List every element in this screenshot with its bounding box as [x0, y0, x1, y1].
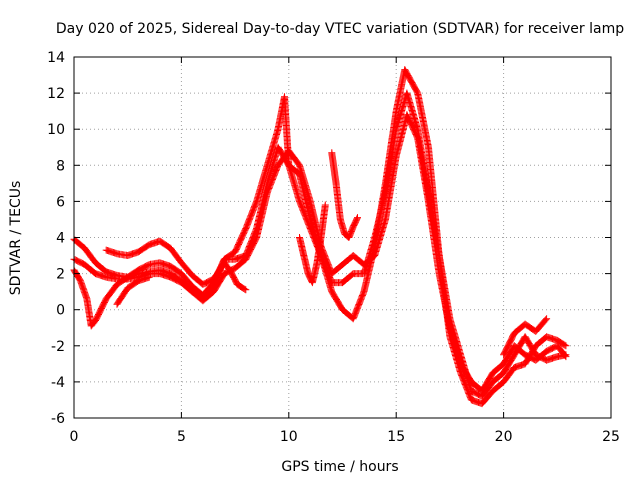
- data-point: [562, 342, 570, 350]
- y-tick-label: -6: [51, 411, 65, 427]
- y-tick-label: 10: [47, 122, 65, 138]
- data-points: [70, 66, 570, 408]
- y-tick-label: 12: [47, 86, 65, 102]
- x-tick-label: 5: [177, 429, 186, 445]
- grid-lines: [74, 57, 611, 418]
- data-point: [542, 316, 550, 324]
- y-tick-label: 4: [56, 231, 65, 247]
- y-axis-label: SDTVAR / TECUs: [8, 181, 24, 296]
- series-track-e: [113, 273, 153, 308]
- x-tick-label: 15: [387, 429, 405, 445]
- series-track-h: [500, 315, 551, 359]
- y-tick-label: -2: [51, 339, 65, 355]
- y-tick-label: 14: [47, 50, 65, 66]
- data-point: [242, 286, 250, 294]
- data-point: [561, 341, 569, 349]
- data-point: [562, 351, 570, 359]
- tick-marks: [73, 56, 612, 419]
- y-tick-label: 2: [56, 267, 65, 283]
- series-track-d: [102, 237, 250, 294]
- x-tick-label: 10: [280, 429, 298, 445]
- y-tick-label: -4: [51, 375, 65, 391]
- x-tick-label: 0: [70, 429, 79, 445]
- data-point: [145, 273, 153, 281]
- y-tick-labels: -6 -4 -2 0 2 4 6 8 10 12 14: [47, 50, 65, 427]
- x-tick-labels: 0 5 10 15 20 25: [70, 429, 620, 445]
- data-point: [543, 315, 551, 323]
- x-axis-label: GPS time / hours: [281, 459, 398, 475]
- chart-title: Day 020 of 2025, Sidereal Day-to-day VTE…: [56, 21, 624, 37]
- data-point: [354, 214, 361, 222]
- data-point: [241, 285, 249, 293]
- y-tick-label: 6: [56, 194, 65, 210]
- data-point: [321, 201, 329, 209]
- y-tick-label: 0: [56, 303, 65, 319]
- series-track-g: [296, 201, 329, 287]
- series-track-f: [328, 149, 361, 241]
- y-tick-label: 8: [56, 158, 65, 174]
- x-tick-label: 20: [495, 429, 513, 445]
- x-tick-label: 25: [602, 429, 620, 445]
